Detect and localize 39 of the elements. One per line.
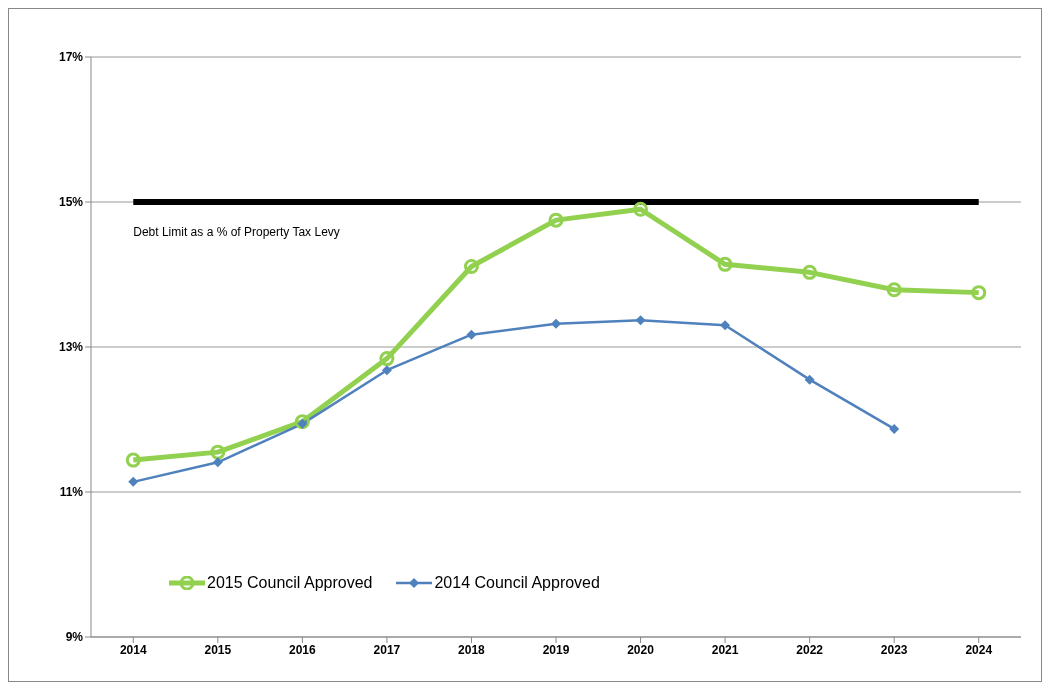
point [804,374,815,385]
point [717,256,733,272]
point [128,476,139,487]
point [210,444,226,460]
x-tick-label: 2021 [711,642,739,657]
point [886,282,902,298]
point [971,285,987,301]
x-tick-label: 2015 [204,642,232,657]
x-tick-label: 2023 [880,642,908,657]
point [889,423,900,434]
point [720,320,731,331]
point [463,259,479,275]
x-tick-label: 2017 [373,642,401,657]
legend-label: 2014 Council Approved [434,574,600,592]
y-tick-label: 9% [65,630,84,645]
x-tick-label: 2020 [627,642,655,657]
y-tick-label: 17% [58,50,84,65]
x-tick-label: 2018 [458,642,486,657]
point [381,365,392,376]
x-tick-label: 2022 [796,642,824,657]
point [466,329,477,340]
x-tick-label: 2024 [965,642,993,657]
y-tick-label: 11% [59,485,84,500]
point [802,264,818,280]
point [635,315,646,326]
point [551,318,561,329]
legend-label: 2015 Council Approved [207,574,373,592]
x-tick-label: 2014 [119,642,147,657]
y-tick-label: 13% [58,340,84,355]
y-tick-label: 15% [58,195,84,210]
point [379,351,395,367]
point [294,414,310,430]
point [125,452,141,468]
point [633,201,649,217]
point [212,457,223,468]
x-tick-label: 2016 [289,642,317,657]
ref-line-label: Debt Limit as a % of Property Tax Levy [133,225,340,239]
point [548,212,564,228]
x-tick-label: 2019 [542,642,570,657]
